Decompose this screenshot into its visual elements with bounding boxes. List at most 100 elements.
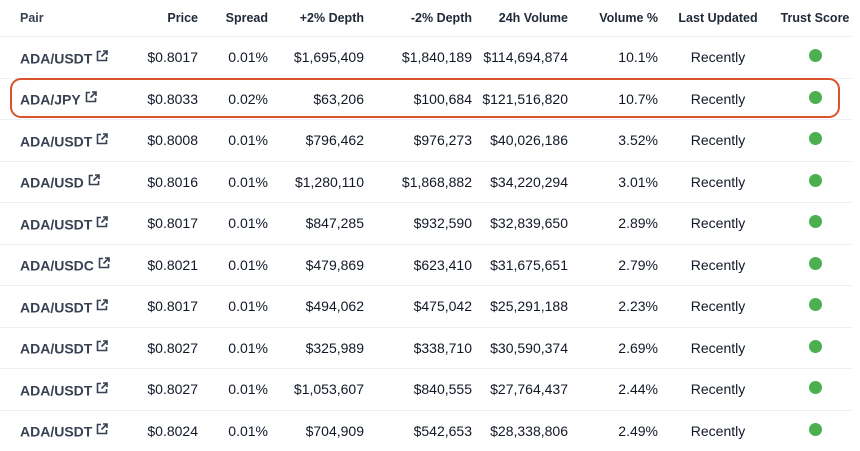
volume-pct: 2.79% [568,243,658,286]
volume-24h: $32,839,650 [472,202,568,244]
price: $0.8027 [120,326,198,369]
pair-label[interactable]: ADA/USDT [20,423,93,440]
depth-minus: $623,410 [364,243,472,286]
spread: 0.01% [198,119,268,161]
depth-plus: $63,206 [268,77,364,120]
volume-24h: $25,291,188 [472,285,568,327]
pair-link[interactable]: ADA/JPY [0,77,120,120]
pair-link[interactable]: ADA/USDT [0,368,120,410]
spread: 0.01% [198,326,268,369]
external-link-icon[interactable] [96,133,109,145]
depth-minus: $1,840,189 [364,36,472,78]
pair-label[interactable]: ADA/USDT [20,298,93,315]
external-link-icon[interactable] [96,50,109,62]
pair-label[interactable]: ADA/USDT [20,215,93,232]
volume-24h: $121,516,820 [472,77,568,120]
header-trust-score[interactable]: Trust Score [780,11,850,25]
trust-score [778,202,852,244]
trust-score-dot-icon [808,90,822,104]
external-link-icon[interactable] [98,257,110,269]
pair-link[interactable]: ADA/USDT [0,36,120,78]
pair-label[interactable]: ADA/USDT [20,381,93,398]
depth-minus: $100,684 [364,77,472,120]
trust-score-dot-icon [808,49,822,63]
depth-minus: $976,273 [364,119,472,161]
depth-minus: $932,590 [364,202,472,244]
pair-link[interactable]: ADA/USD [0,160,120,203]
pair-label[interactable]: ADA/JPY [20,91,81,108]
depth-plus: $479,869 [268,243,364,286]
spread: 0.01% [198,368,268,410]
header-price[interactable]: Price [167,11,198,25]
depth-plus: $847,285 [268,202,364,244]
table-row: ADA/USD $0.8016 0.01% $1,280,110 $1,868,… [0,160,852,203]
table-row: ADA/USDT $0.8017 0.01% $494,062 $475,042… [0,285,852,327]
trust-score [778,119,852,161]
table-row: ADA/USDC $0.8021 0.01% $479,869 $623,410… [0,243,852,286]
external-link-icon[interactable] [96,299,109,311]
volume-pct: 2.69% [568,326,658,369]
pair-link[interactable]: ADA/USDT [0,409,120,451]
spread: 0.01% [198,285,268,327]
external-link-icon[interactable] [96,340,109,352]
pair-link[interactable]: ADA/USDT [0,326,120,369]
depth-plus: $796,462 [268,119,364,161]
header-depth-plus[interactable]: +2% Depth [299,11,364,25]
last-updated: Recently [658,409,778,451]
last-updated: Recently [658,160,778,203]
volume-pct: 2.49% [568,409,658,451]
external-link-icon[interactable] [88,174,100,186]
volume-24h: $114,694,874 [472,36,568,78]
spread: 0.01% [198,160,268,203]
trust-score-dot-icon [808,298,822,312]
header-volume-24h[interactable]: 24h Volume [498,11,568,25]
trust-score-dot-icon [808,215,822,229]
depth-plus: $494,062 [268,285,364,327]
header-pair[interactable]: Pair [20,11,44,25]
depth-plus: $325,989 [268,326,364,369]
last-updated: Recently [658,285,778,327]
depth-minus: $475,042 [364,285,472,327]
external-link-icon[interactable] [96,423,109,435]
pair-label[interactable]: ADA/USDT [20,49,93,66]
external-link-icon[interactable] [96,382,109,394]
depth-plus: $704,909 [268,409,364,451]
volume-24h: $31,675,651 [472,243,568,286]
trust-score [778,36,852,78]
spread: 0.01% [198,243,268,286]
pair-link[interactable]: ADA/USDT [0,119,120,161]
spread: 0.01% [198,409,268,451]
volume-pct: 3.01% [568,160,658,203]
header-spread[interactable]: Spread [225,11,268,25]
depth-minus: $542,653 [364,409,472,451]
trust-score [778,409,852,451]
pair-label[interactable]: ADA/USDC [20,257,94,274]
pair-link[interactable]: ADA/USDC [0,243,120,286]
price: $0.8008 [120,119,198,161]
table-header: Pair Price Spread +2% Depth -2% Depth 24… [0,0,852,37]
pair-link[interactable]: ADA/USDT [0,202,120,244]
price: $0.8017 [120,285,198,327]
trust-score [778,77,852,120]
volume-24h: $28,338,806 [472,409,568,451]
spread: 0.01% [198,36,268,78]
pair-label[interactable]: ADA/USD [20,174,84,191]
external-link-icon[interactable] [85,91,97,103]
volume-pct: 2.23% [568,285,658,327]
trust-score [778,160,852,203]
trust-score-dot-icon [808,339,822,353]
price: $0.8017 [120,202,198,244]
pair-label[interactable]: ADA/USDT [20,132,93,149]
external-link-icon[interactable] [96,216,109,228]
pair-label[interactable]: ADA/USDT [20,340,93,357]
depth-plus: $1,280,110 [268,160,364,203]
trust-score [778,285,852,327]
header-volume-pct[interactable]: Volume % [599,11,658,25]
pair-link[interactable]: ADA/USDT [0,285,120,327]
trust-score-dot-icon [808,422,822,436]
spread: 0.02% [198,77,268,120]
price: $0.8033 [120,77,198,120]
header-depth-minus[interactable]: -2% Depth [410,11,472,25]
trust-score [778,243,852,286]
